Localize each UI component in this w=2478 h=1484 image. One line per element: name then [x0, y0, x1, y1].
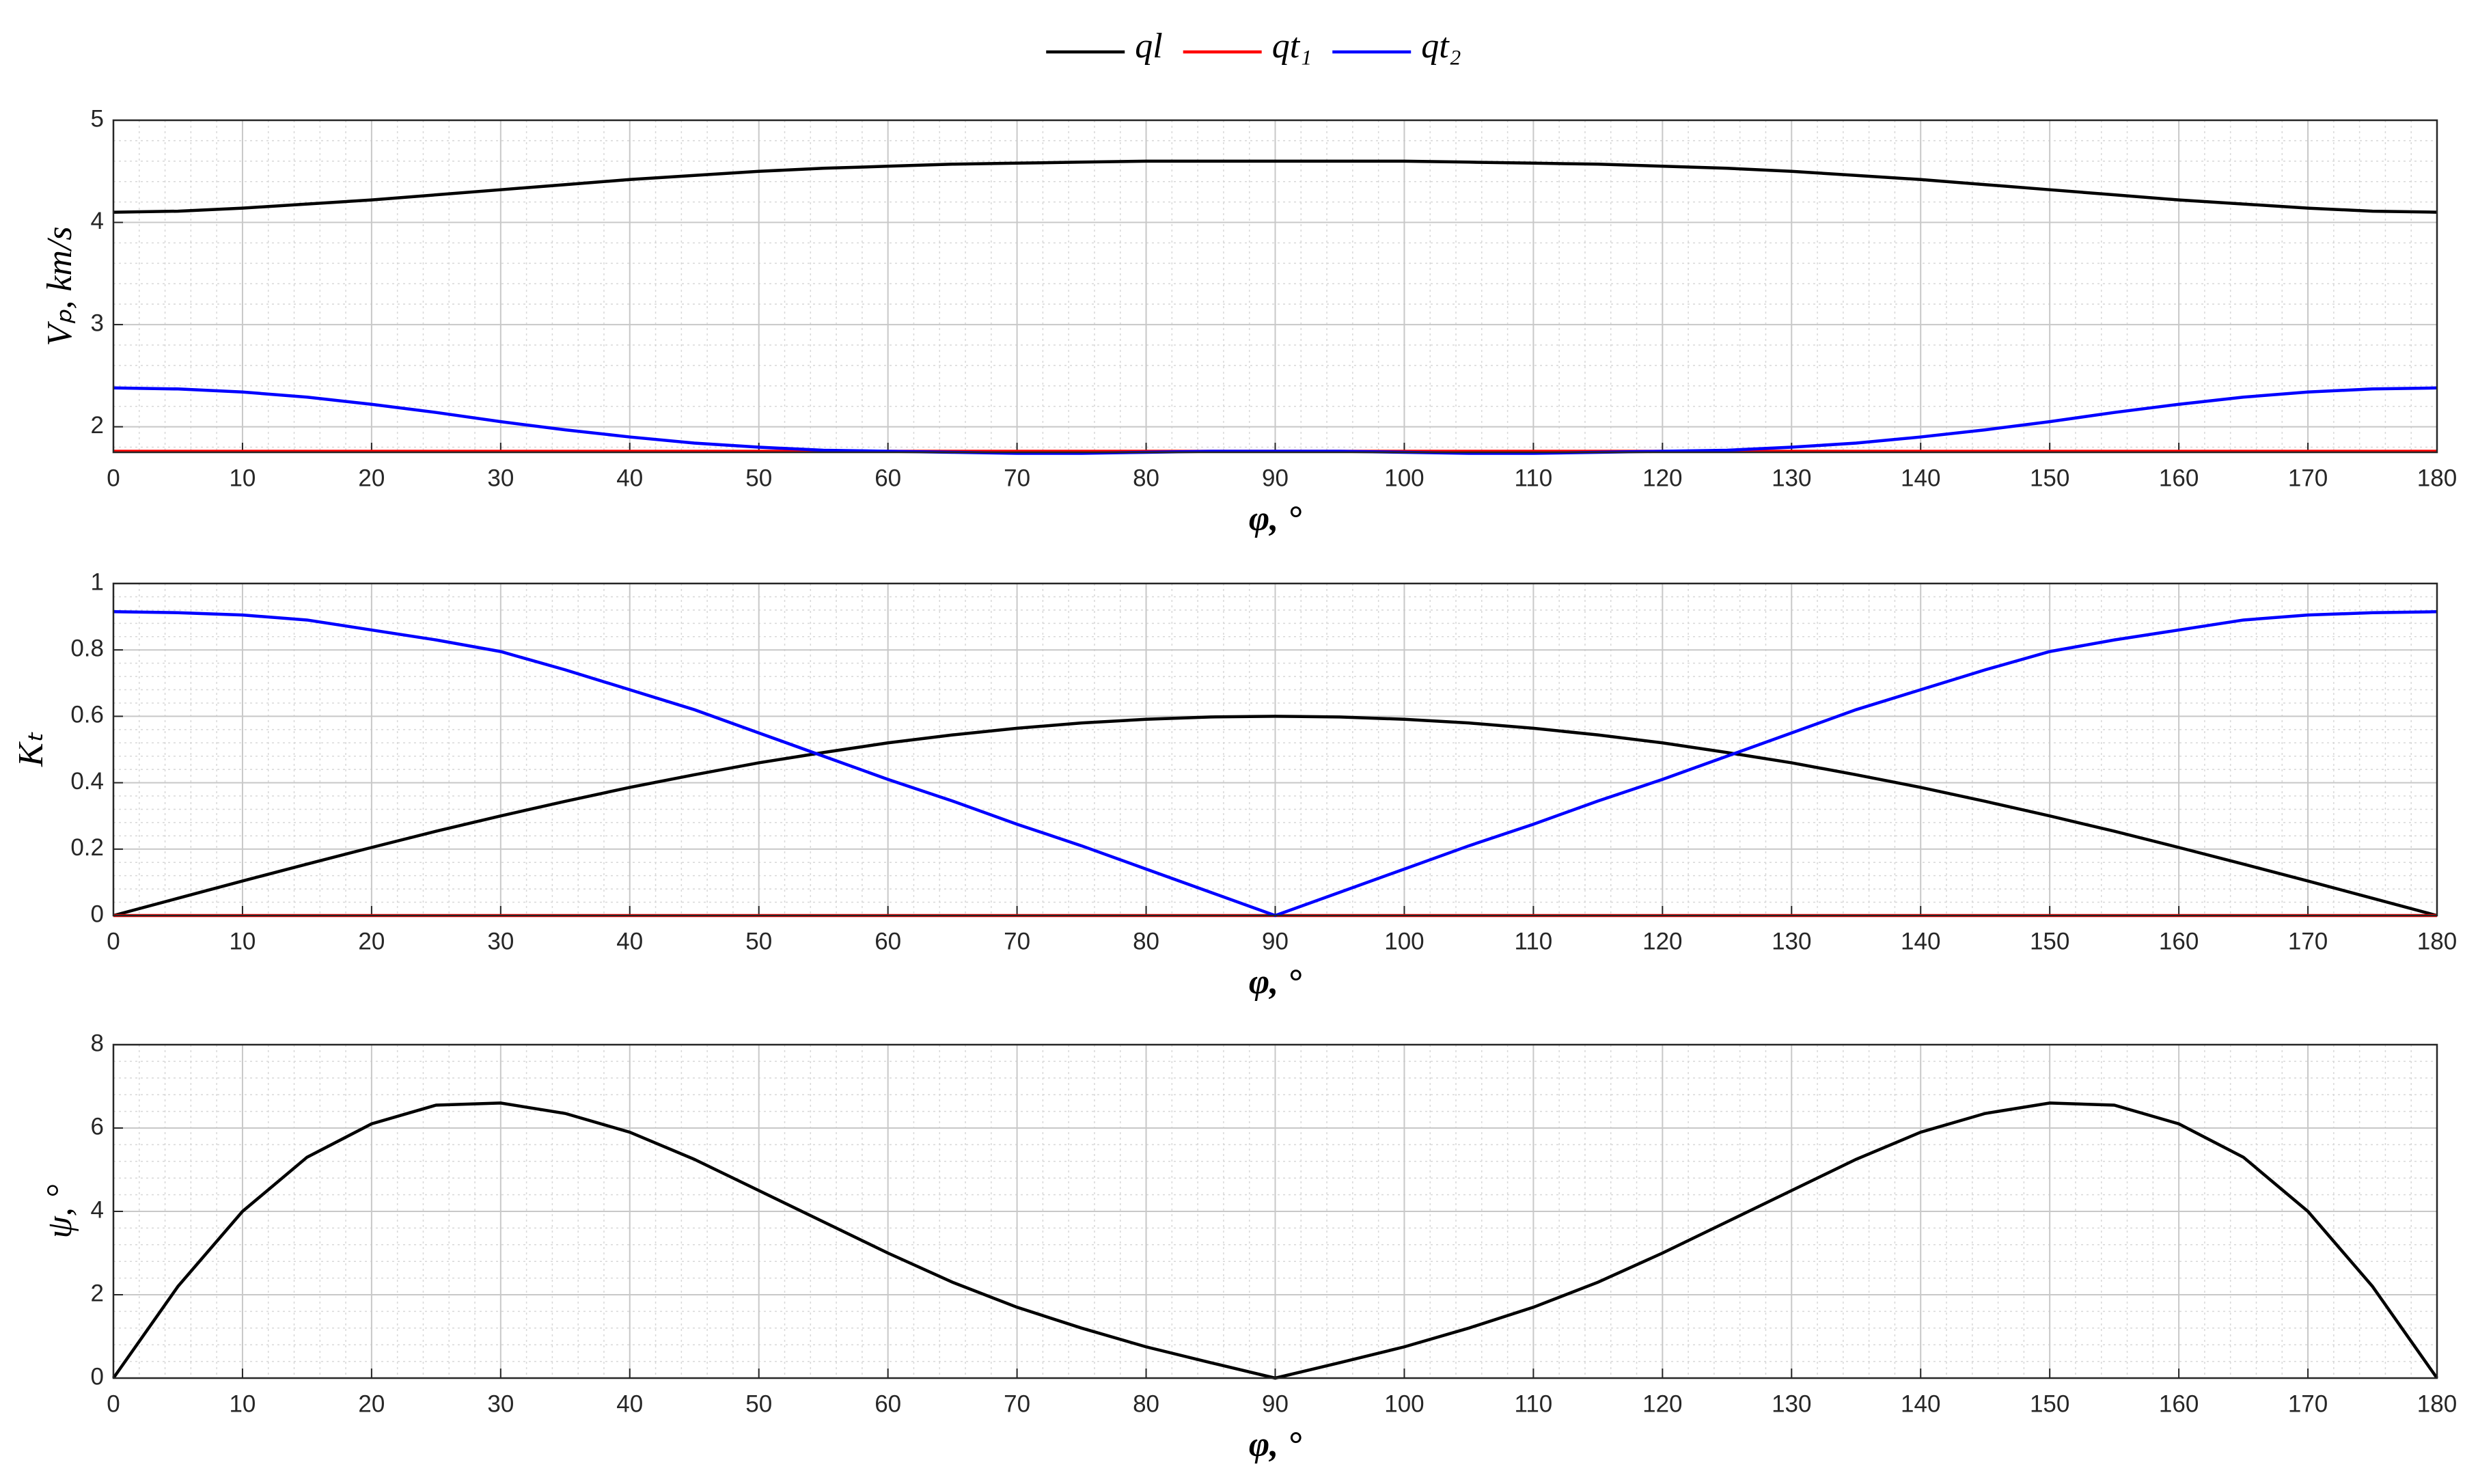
- x-tick-label: 160: [2159, 465, 2199, 491]
- x-tick-label: 70: [1004, 928, 1030, 954]
- x-tick-label: 10: [229, 928, 256, 954]
- x-tick-label: 170: [2288, 1390, 2328, 1417]
- y-tick-label: 4: [91, 1196, 104, 1223]
- x-tick-label: 150: [2030, 1390, 2069, 1417]
- x-tick-label: 80: [1133, 928, 1159, 954]
- x-tick-label: 120: [1642, 928, 1682, 954]
- y-tick-label: 2: [91, 1280, 104, 1306]
- x-tick-label: 180: [2417, 1390, 2457, 1417]
- x-tick-label: 50: [745, 1390, 772, 1417]
- x-tick-label: 10: [229, 1390, 256, 1417]
- x-tick-label: 160: [2159, 1390, 2199, 1417]
- x-tick-label: 180: [2417, 465, 2457, 491]
- y-tick-label: 8: [91, 1030, 104, 1056]
- x-tick-label: 140: [1901, 928, 1940, 954]
- x-axis-title: φ, °: [1249, 1425, 1302, 1464]
- x-tick-label: 30: [487, 1390, 514, 1417]
- x-tick-label: 60: [875, 1390, 901, 1417]
- x-tick-label: 90: [1262, 1390, 1289, 1417]
- x-tick-label: 180: [2417, 928, 2457, 954]
- x-tick-label: 90: [1262, 928, 1289, 954]
- y-tick-label: 0: [91, 901, 104, 927]
- axes: 0 10 20 30 40 50 60 70 80 90 100 110 120 130 140 150 160…: [70, 568, 2457, 954]
- x-tick-label: 30: [487, 928, 514, 954]
- x-tick-label: 110: [1514, 928, 1552, 954]
- x-tick-label: 110: [1514, 1390, 1552, 1417]
- y-tick-label: 1: [91, 568, 104, 595]
- x-tick-label: 40: [616, 928, 643, 954]
- x-tick-label: 50: [745, 465, 772, 491]
- x-tick-label: 80: [1133, 1390, 1159, 1417]
- axes: 0 10 20 30 40 50 60 70 80 90 100 110 120 130 140 150 160…: [91, 1030, 2458, 1417]
- x-tick-label: 0: [107, 928, 120, 954]
- x-tick-label: 100: [1384, 928, 1424, 954]
- y-tick-label: 0.2: [70, 834, 104, 861]
- legend-label: qt₂: [1421, 27, 1461, 66]
- x-tick-label: 130: [1772, 928, 1811, 954]
- x-tick-label: 0: [107, 1390, 120, 1417]
- x-tick-label: 140: [1901, 1390, 1940, 1417]
- x-tick-label: 40: [616, 465, 643, 491]
- axes: 0 10 20 30 40 50 60 70 80 90 100 110 120 130 140 150 160…: [91, 105, 2458, 491]
- y-tick-label: 3: [91, 310, 104, 336]
- x-tick-label: 90: [1262, 465, 1289, 491]
- x-axis-title: φ, °: [1249, 963, 1302, 1002]
- x-tick-label: 20: [358, 465, 385, 491]
- x-tick-label: 140: [1901, 465, 1940, 491]
- y-tick-label: 0.6: [70, 702, 104, 728]
- plot-frame: [112, 119, 2438, 454]
- x-tick-label: 150: [2030, 465, 2069, 491]
- x-tick-label: 60: [875, 928, 901, 954]
- x-tick-label: 40: [616, 1390, 643, 1417]
- x-tick-label: 50: [745, 928, 772, 954]
- x-tick-label: 120: [1642, 465, 1682, 491]
- x-tick-label: 10: [229, 465, 256, 491]
- data-line: [113, 386, 2438, 455]
- x-tick-label: 110: [1514, 465, 1552, 491]
- x-tick-label: 60: [875, 465, 901, 491]
- y-tick-label: 4: [91, 208, 104, 234]
- x-tick-label: 80: [1133, 465, 1159, 491]
- y-axis-title: Kₜ: [12, 731, 51, 767]
- y-axis-title: ψ, °: [40, 1184, 79, 1238]
- x-tick-label: 170: [2288, 465, 2328, 491]
- x-tick-label: 120: [1642, 1390, 1682, 1417]
- y-axis-title: Vₚ, km/s: [40, 226, 79, 346]
- x-tick-label: 150: [2030, 928, 2069, 954]
- x-tick-label: 130: [1772, 1390, 1811, 1417]
- x-tick-label: 70: [1004, 1390, 1030, 1417]
- legend: ql qt₁ qt₂: [1046, 27, 1461, 66]
- data-line: [113, 715, 2438, 918]
- data-line: [113, 159, 2438, 214]
- legend-label: ql: [1135, 27, 1162, 66]
- y-tick-label: 2: [91, 412, 104, 439]
- x-tick-label: 100: [1384, 1390, 1424, 1417]
- x-tick-label: 20: [358, 928, 385, 954]
- y-tick-label: 5: [91, 105, 104, 132]
- x-axis-title: φ, °: [1249, 499, 1302, 538]
- x-tick-label: 0: [107, 465, 120, 491]
- x-tick-label: 20: [358, 1390, 385, 1417]
- x-tick-label: 130: [1772, 465, 1811, 491]
- plot-frame: [112, 1043, 2438, 1379]
- plot-frame: [112, 582, 2438, 917]
- x-tick-label: 170: [2288, 928, 2328, 954]
- y-tick-label: 0.8: [70, 635, 104, 661]
- y-tick-label: 0.4: [70, 768, 104, 795]
- x-tick-label: 30: [487, 465, 514, 491]
- legend-label: qt₁: [1272, 27, 1312, 66]
- x-tick-label: 70: [1004, 465, 1030, 491]
- x-tick-label: 160: [2159, 928, 2199, 954]
- y-tick-label: 0: [91, 1363, 104, 1390]
- y-tick-label: 6: [91, 1113, 104, 1140]
- x-tick-label: 100: [1384, 465, 1424, 491]
